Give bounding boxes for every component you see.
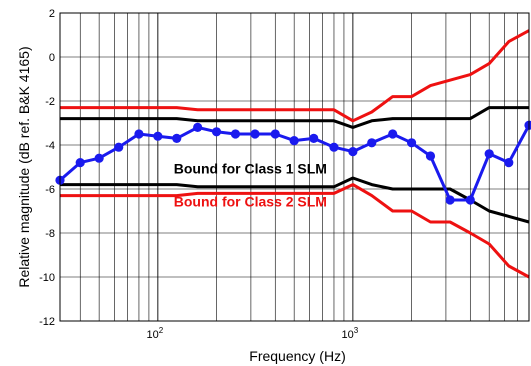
data-point [329, 142, 339, 152]
data-point [289, 136, 299, 146]
series-2 [60, 176, 530, 224]
data-point [406, 138, 417, 148]
y-tick-label: -6 [45, 184, 55, 196]
data-point [504, 158, 514, 168]
data-point [211, 127, 222, 137]
data-point [445, 195, 455, 205]
y-tick-label: -4 [45, 140, 55, 152]
series-3 [60, 183, 530, 279]
annotation-1: Bound for Class 1 SLM [174, 160, 327, 176]
data-point [230, 129, 241, 139]
y-tick-label: 0 [49, 52, 55, 64]
data-point [348, 147, 358, 157]
annotation-2: Bound for Class 2 SLM [174, 193, 327, 209]
series-line [60, 183, 530, 279]
series-1 [60, 106, 529, 129]
data-point [172, 133, 182, 143]
plot-frame [59, 12, 530, 322]
y-tick-label: -8 [45, 228, 55, 240]
data-point [484, 149, 494, 159]
data-point [75, 158, 85, 168]
data-point [250, 129, 260, 139]
data-point [114, 142, 124, 152]
series-line [60, 29, 530, 123]
data-point [465, 195, 475, 205]
data-point [94, 153, 104, 163]
x-axis-title: Frequency (Hz) [249, 348, 345, 364]
y-tick-label: -10 [39, 272, 55, 284]
y-tick-label: -2 [45, 96, 55, 108]
series-0 [60, 29, 530, 123]
y-tick-label: 2 [49, 8, 55, 20]
data-point [309, 133, 319, 143]
data-point [134, 129, 144, 139]
data-point [367, 138, 377, 148]
series-line [60, 176, 530, 224]
data-point [425, 151, 436, 161]
y-tick-label: -12 [39, 316, 55, 328]
series-line [60, 106, 529, 129]
data-point [524, 120, 531, 130]
data-point [153, 131, 163, 141]
x-tick-label: 103 [342, 326, 359, 341]
y-axis-title: Relative magnitude (dB ref. B&K 4165) [16, 46, 32, 287]
data-point [388, 129, 398, 139]
x-tick-label: 102 [146, 326, 163, 341]
data-point [193, 122, 203, 132]
data-point [270, 129, 280, 139]
series-4 [55, 120, 531, 205]
